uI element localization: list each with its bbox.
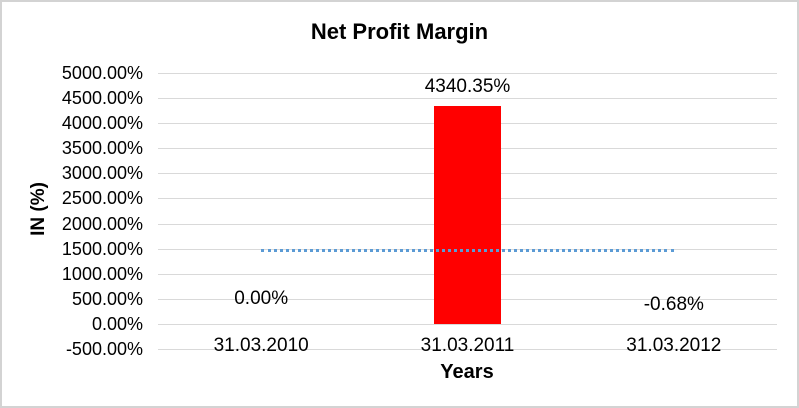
- data-label: -0.68%: [643, 293, 704, 315]
- y-tick-label: 2500.00%: [61, 188, 143, 208]
- y-tick-label: 3000.00%: [61, 163, 143, 183]
- y-tick-label: 5000.00%: [61, 63, 143, 83]
- y-tick-label: 500.00%: [71, 289, 143, 309]
- data-label: 0.00%: [234, 287, 289, 309]
- data-label: 4340.35%: [424, 76, 511, 98]
- trendline: [261, 249, 674, 253]
- gridline: [158, 349, 777, 350]
- y-tick-label: 3500.00%: [61, 138, 143, 158]
- x-category-label: 31.03.2012: [626, 335, 722, 356]
- x-category-label: 31.03.2010: [213, 335, 309, 356]
- bar-31.03.2011: [434, 106, 501, 324]
- x-category-label: 31.03.2011: [420, 335, 515, 356]
- y-tick-label: 0.00%: [91, 314, 143, 334]
- y-tick-label: 1000.00%: [61, 264, 143, 284]
- gridline: [158, 98, 777, 99]
- y-tick-label: -500.00%: [65, 339, 143, 359]
- gridline: [158, 324, 777, 325]
- chart-title: Net Profit Margin: [310, 19, 489, 44]
- gridline: [158, 73, 777, 74]
- x-axis-title: Years: [440, 361, 494, 383]
- y-tick-label: 4000.00%: [61, 113, 143, 133]
- y-tick-label: 2000.00%: [61, 214, 143, 234]
- y-tick-label: 4500.00%: [61, 88, 143, 108]
- y-tick-label: 1500.00%: [61, 239, 143, 259]
